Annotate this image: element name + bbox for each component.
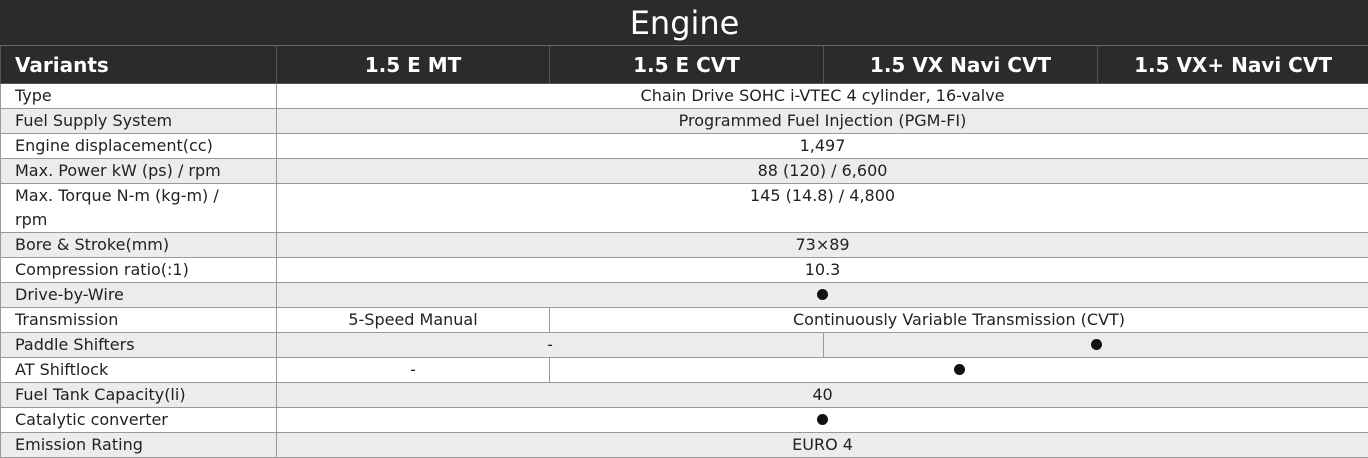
availability-dot-cell	[275, 282, 1368, 308]
filled-dot-icon	[817, 289, 829, 300]
row-value: Chain Drive SOHC i-VTEC 4 cylinder, 16-v…	[275, 83, 1368, 109]
row-label: Max. Power kW (ps) / rpm	[0, 158, 277, 184]
filled-dot-icon	[953, 364, 965, 375]
table-row: Engine displacement(cc) 1,497	[0, 133, 1368, 159]
row-value: 88 (120) / 6,600	[275, 158, 1368, 184]
row-label: Drive-by-Wire	[0, 282, 277, 308]
row-label: Emission Rating	[0, 432, 277, 458]
row-label: Paddle Shifters	[0, 332, 277, 358]
table-title: Engine	[0, 0, 1368, 46]
row-label: Fuel Tank Capacity(li)	[0, 382, 277, 408]
row-value-mt: -	[276, 357, 550, 383]
row-label: Transmission	[0, 307, 277, 333]
table-row: Bore & Stroke(mm) 73×89	[0, 232, 1368, 258]
filled-dot-icon	[1090, 339, 1102, 350]
table-row: Emission Rating EURO 4	[0, 432, 1368, 458]
availability-dot-cell	[548, 357, 1368, 383]
availability-dot-cell	[822, 332, 1368, 358]
row-value: EURO 4	[275, 432, 1368, 458]
row-label: Bore & Stroke(mm)	[0, 232, 277, 258]
row-label: Engine displacement(cc)	[0, 133, 277, 159]
table-row: Max. Torque N-m (kg-m) / rpm 145 (14.8) …	[0, 183, 1368, 233]
row-value: 40	[275, 382, 1368, 408]
table-row: Catalytic converter	[0, 407, 1368, 433]
row-value: Programmed Fuel Injection (PGM-FI)	[275, 108, 1368, 134]
row-value-cvt: Continuously Variable Transmission (CVT)	[548, 307, 1368, 333]
table-row: Max. Power kW (ps) / rpm 88 (120) / 6,60…	[0, 158, 1368, 184]
row-value-mt: 5-Speed Manual	[276, 307, 550, 333]
variant-header-e-mt: 1.5 E MT	[276, 45, 550, 84]
table-row: Compression ratio(:1) 10.3	[0, 257, 1368, 283]
row-label: Type	[0, 83, 277, 109]
row-label: Catalytic converter	[0, 407, 277, 433]
table-row: Paddle Shifters -	[0, 332, 1368, 358]
row-value: 10.3	[275, 257, 1368, 283]
variant-header-vx-navi-cvt: 1.5 VX Navi CVT	[823, 45, 1098, 84]
availability-dot-cell	[275, 407, 1368, 433]
row-value: 145 (14.8) / 4,800	[275, 183, 1368, 233]
row-label: Fuel Supply System	[0, 108, 277, 134]
variant-header-e-cvt: 1.5 E CVT	[549, 45, 824, 84]
row-label: AT Shiftlock	[0, 357, 277, 383]
row-value: 73×89	[275, 232, 1368, 258]
row-label: Compression ratio(:1)	[0, 257, 277, 283]
table-row: AT Shiftlock -	[0, 357, 1368, 383]
row-value: 1,497	[275, 133, 1368, 159]
filled-dot-icon	[817, 414, 829, 425]
table-row: Drive-by-Wire	[0, 282, 1368, 308]
table-row: Fuel Supply System Programmed Fuel Injec…	[0, 108, 1368, 134]
variant-header-vx-plus-navi-cvt: 1.5 VX+ Navi CVT	[1096, 45, 1368, 84]
table-row: Fuel Tank Capacity(li) 40	[0, 382, 1368, 408]
row-label: Max. Torque N-m (kg-m) / rpm	[0, 183, 277, 233]
table-row: Transmission 5-Speed Manual Continuously…	[0, 307, 1368, 333]
table-row: Type Chain Drive SOHC i-VTEC 4 cylinder,…	[0, 83, 1368, 109]
variants-header: Variants	[0, 45, 277, 84]
row-value-e: -	[276, 332, 824, 358]
